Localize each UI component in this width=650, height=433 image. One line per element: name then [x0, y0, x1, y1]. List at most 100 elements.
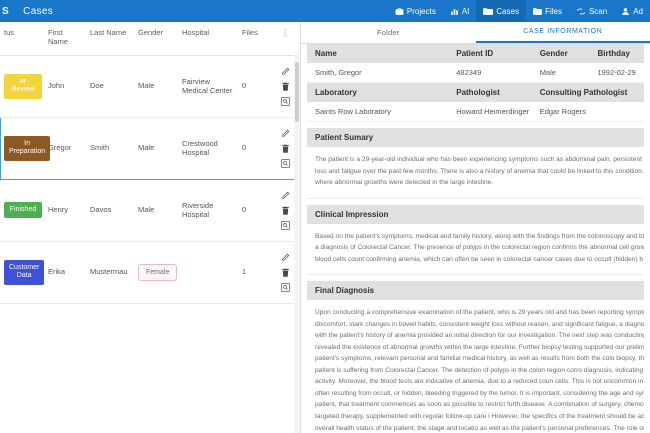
detail-scrollbar[interactable]	[645, 22, 650, 433]
status-badge: or Review	[4, 73, 42, 99]
nav-item-ai[interactable]: AI	[443, 0, 477, 22]
edit-icon[interactable]	[281, 129, 290, 138]
cases-table-header: tus First Name Last Name Gender Hospital…	[0, 22, 300, 56]
patient-meta-header: Name Patient ID Gender Birthday	[307, 44, 644, 63]
value-gender: Male	[539, 68, 556, 77]
delete-icon[interactable]	[281, 144, 290, 153]
nav-label: Ad	[633, 6, 643, 16]
table-row[interactable]: Finished Henry Davos Male Riverside Hosp…	[0, 179, 300, 242]
section-body-clinical-impression: Based on the patient's symptoms, medical…	[307, 223, 644, 276]
value-laboratory: Saints Row Laboratory	[315, 107, 391, 116]
final-diagnosis-text: Upon conducting a comprehensive examinat…	[315, 309, 644, 432]
preview-icon[interactable]	[280, 159, 290, 168]
cell-files: 1	[238, 241, 270, 304]
header-consulting-pathologist: Consulting Pathologist	[539, 88, 628, 97]
gender-highlight-pill: Female	[138, 263, 178, 281]
cell-gender: Male	[134, 116, 178, 180]
edit-icon[interactable]	[281, 253, 290, 262]
header-gender: Gender	[539, 49, 568, 58]
col-header-last-name[interactable]: Last Name	[86, 22, 134, 56]
value-name: Smith, Gregor	[315, 68, 362, 77]
status-badge: Finished	[4, 202, 42, 219]
delete-icon[interactable]	[281, 82, 290, 91]
top-navigation-bar: S Cases Projects AI Cases	[0, 0, 650, 22]
clinical-impression-text: Based on the patient's symptoms, medical…	[315, 232, 644, 263]
header-name: Name	[315, 49, 337, 58]
header-laboratory: Laboratory	[315, 88, 357, 97]
cell-status: Finished	[0, 179, 44, 242]
status-badge: Customer Data	[4, 259, 45, 285]
scrollbar-thumb[interactable]	[295, 62, 299, 122]
col-header-first-name[interactable]: First Name	[44, 22, 86, 56]
cell-first-name: Henry	[44, 179, 86, 242]
nav-items: Projects AI Cases Files	[388, 0, 650, 22]
nav-label: Files	[545, 6, 562, 16]
value-consulting-pathologist: Edgar Rogers	[539, 107, 586, 116]
page-title: Cases	[23, 5, 54, 17]
cell-first-name: John	[44, 55, 86, 118]
lab-meta-header: Laboratory Pathologist Consulting Pathol…	[307, 83, 644, 102]
cell-hospital	[178, 241, 238, 304]
preview-icon[interactable]	[280, 221, 290, 230]
tab-folder[interactable]: Folder	[377, 28, 400, 37]
table-row[interactable]: or Review John Doe Male Fairview Medical…	[0, 55, 300, 118]
edit-icon[interactable]	[281, 191, 290, 200]
photo-folder-icon	[483, 7, 494, 16]
tab-case-information[interactable]: CASE INFORMATION	[475, 22, 650, 43]
section-body-patient-summary: The patient is a 29-year-old individual …	[307, 147, 644, 199]
cell-hospital: Crestwood Hospital	[178, 116, 238, 180]
lab-meta-row: Saints Row Laboratory Howard Heimerdinge…	[307, 102, 644, 122]
cases-table: tus First Name Last Name Gender Hospital…	[0, 22, 300, 304]
delete-icon[interactable]	[281, 206, 290, 215]
cell-hospital: Fairview Medical Center	[178, 55, 238, 118]
value-patient-id: 482349	[456, 68, 482, 77]
cell-gender: Female	[134, 241, 178, 304]
table-row[interactable]: Customer Data Erika Mustermau Female 1	[0, 241, 300, 304]
col-header-gender[interactable]: Gender	[134, 22, 178, 56]
nav-label: AI	[461, 6, 470, 16]
nav-item-projects[interactable]: Projects	[388, 0, 443, 22]
status-badge: In Preparation	[4, 135, 51, 161]
cases-table-scrollbar[interactable]	[294, 52, 300, 433]
table-row[interactable]: In Preparation Gregor Smith Male Crestwo…	[0, 116, 300, 180]
brand: S Cases	[0, 6, 53, 17]
folder-icon	[533, 7, 543, 16]
col-header-files[interactable]: Files	[238, 22, 270, 56]
col-header-status[interactable]: tus	[0, 22, 44, 56]
scanner-icon	[576, 7, 586, 16]
cases-table-body: or Review John Doe Male Fairview Medical…	[0, 55, 300, 304]
patient-summary-text: The patient is a 29-year-old individual …	[315, 156, 644, 187]
section-header-clinical-impression: Clinical Impression	[307, 204, 644, 224]
nav-item-cases[interactable]: Cases	[476, 0, 527, 22]
nav-label: Projects	[406, 6, 436, 16]
cell-last-name: Smith	[86, 116, 134, 180]
brand-logo: S	[2, 5, 10, 17]
cell-last-name: Doe	[86, 55, 134, 118]
cases-table-pane: tus First Name Last Name Gender Hospital…	[0, 22, 300, 433]
cell-last-name: Davos	[86, 179, 134, 242]
detail-scroll-region: Name Patient ID Gender Birthday Smith, G…	[301, 44, 650, 433]
header-row: tus First Name Last Name Gender Hospital…	[0, 22, 300, 56]
cell-gender: Male	[134, 179, 178, 242]
cell-files: 0	[238, 179, 270, 242]
nav-item-files[interactable]: Files	[526, 0, 569, 22]
nav-label: Cases	[496, 6, 520, 16]
nav-item-admin[interactable]: Ad	[614, 0, 650, 22]
delete-icon[interactable]	[281, 268, 290, 277]
edit-icon[interactable]	[281, 67, 290, 76]
header-birthday: Birthday	[597, 49, 630, 58]
cell-last-name: Mustermau	[86, 241, 134, 304]
cell-first-name: Gregor	[44, 116, 86, 180]
cell-files: 0	[238, 55, 270, 118]
nav-item-scan[interactable]: Scan	[569, 0, 614, 22]
section-header-final-diagnosis: Final Diagnosis	[307, 281, 644, 301]
preview-icon[interactable]	[280, 97, 290, 106]
header-pathologist: Pathologist	[456, 88, 500, 97]
detail-content: Name Patient ID Gender Birthday Smith, G…	[301, 44, 650, 433]
value-birthday: 1992-02-29	[597, 68, 636, 77]
header-patient-id: Patient ID	[456, 49, 494, 58]
preview-icon[interactable]	[280, 283, 290, 292]
briefcase-icon	[395, 7, 404, 16]
col-header-hospital[interactable]: Hospital	[178, 22, 238, 56]
